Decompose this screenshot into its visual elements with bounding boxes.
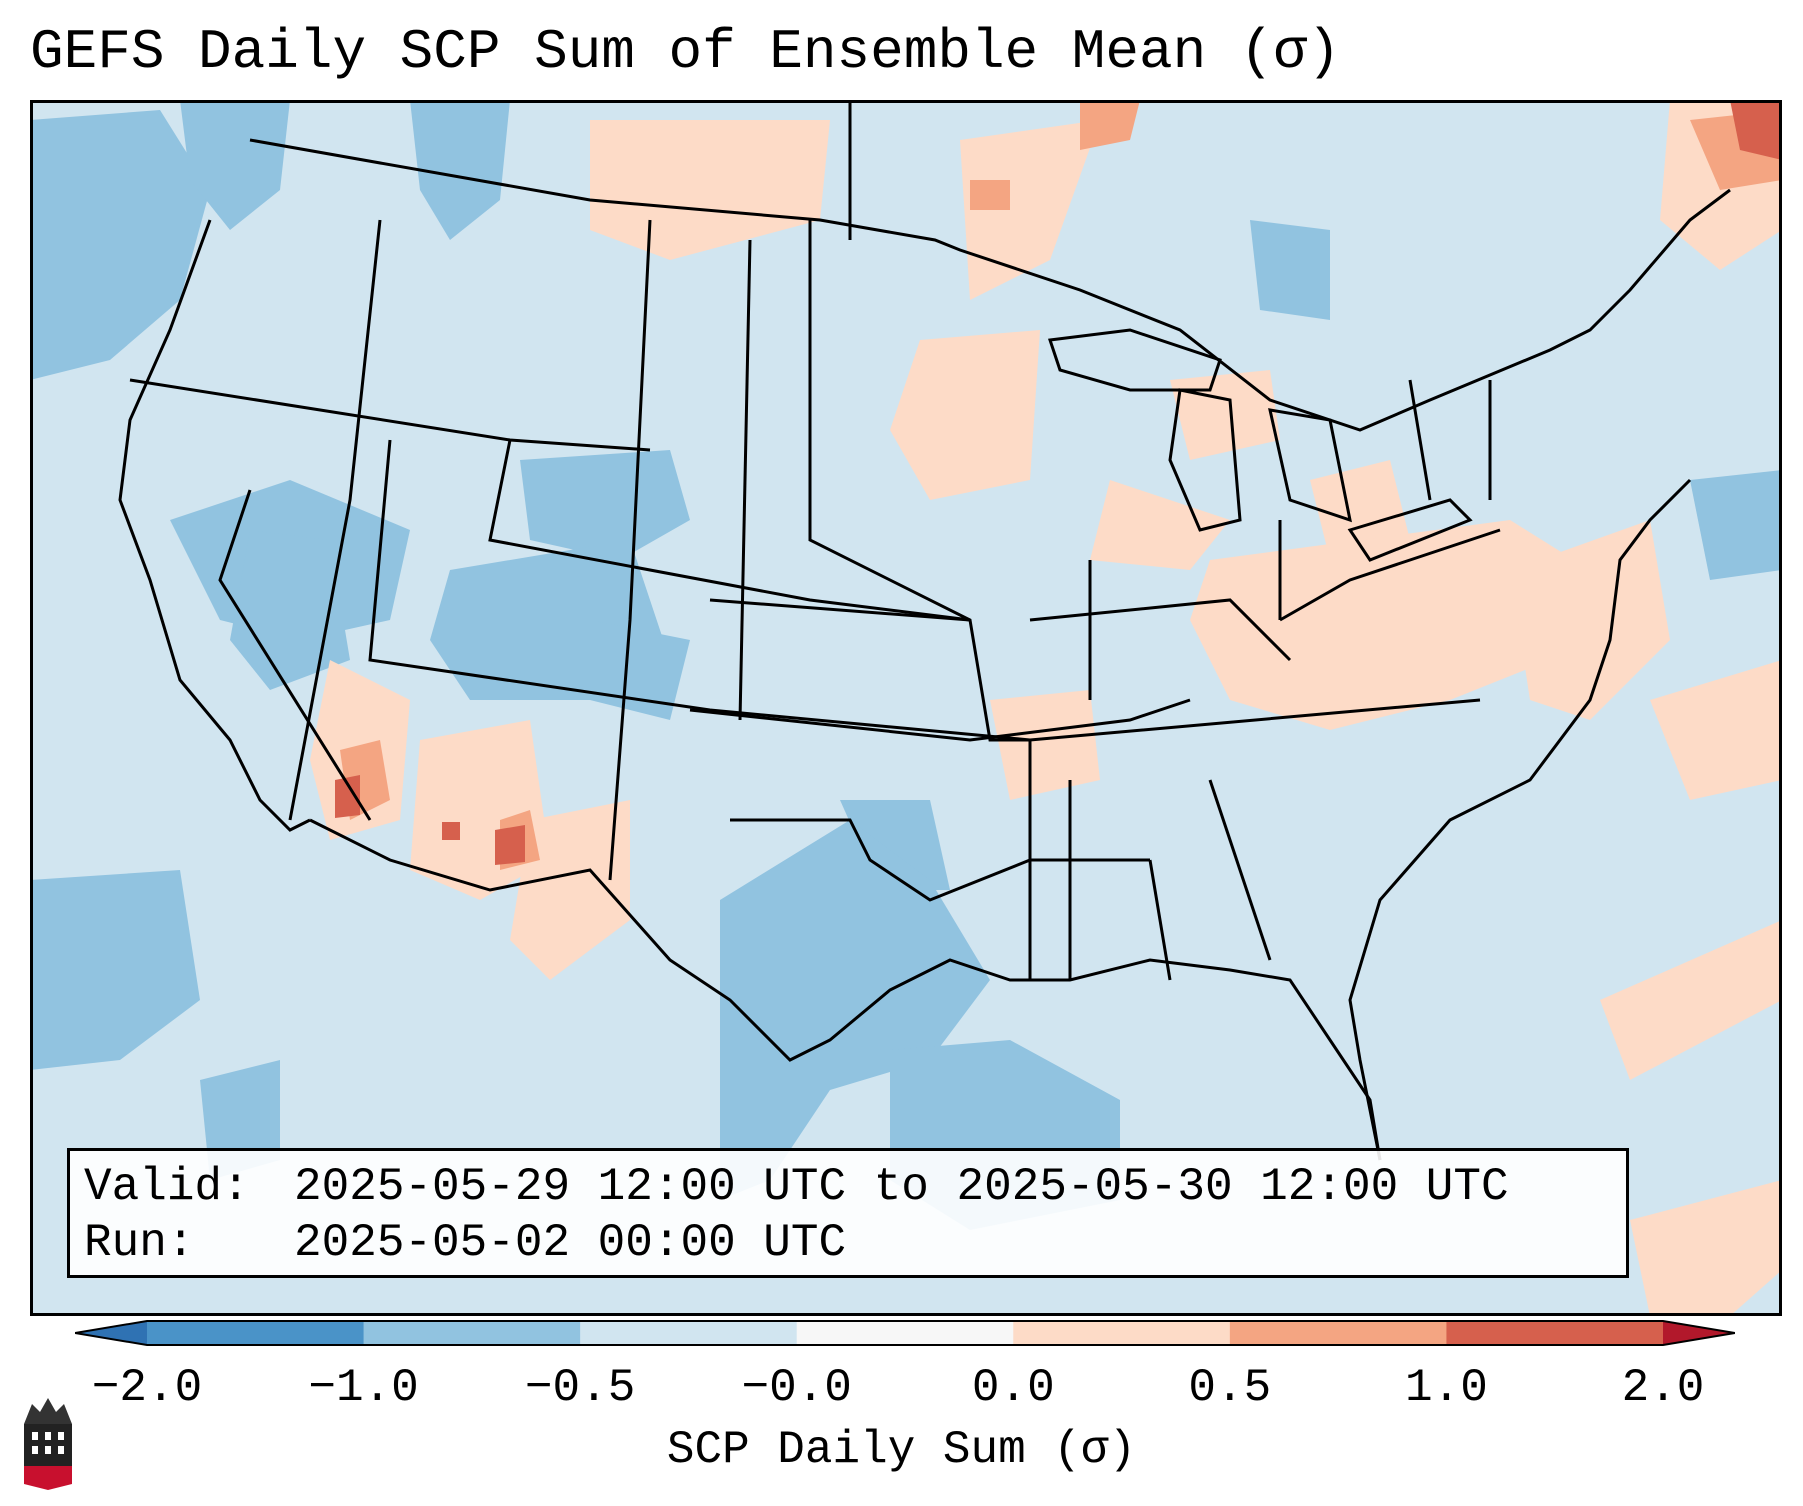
colorbar-tick-label: 0.0 [971,1362,1055,1414]
colorbar-label: SCP Daily Sum (σ) [666,1424,1137,1476]
state-borders [118,100,1731,1161]
run-value: 2025-05-02 00:00 UTC [294,1217,847,1269]
great-lakes [1047,328,1473,562]
colorbar-tick-label: −0.0 [741,1362,852,1414]
validity-info-box: Valid: 2025-05-29 12:00 UTC to 2025-05-30… [67,1148,1629,1278]
valid-label: Valid: [84,1161,250,1213]
colorbar-tick-label: 1.0 [1405,1362,1488,1414]
valid-value: 2025-05-29 12:00 UTC to 2025-05-30 12:00… [294,1161,1509,1213]
scp-map [30,100,1782,1316]
map-panel [30,100,1782,1316]
colorbar-bin [147,1321,365,1345]
colorbar-ticks: −2.0 −1.0 −0.5 −0.0 0.0 0.5 1.0 2.0 [0,1350,1803,1414]
colorbar-extend-high [1663,1321,1735,1345]
colorbar-bin [363,1321,581,1345]
negative-anomaly-areas [30,100,1782,1230]
colorbar [75,1320,1735,1346]
colorbar-bin [796,1321,1014,1345]
colorbar-bin [1013,1321,1231,1345]
run-label: Run: [84,1217,195,1269]
colorbar-tick-label: 2.0 [1621,1362,1705,1414]
colorbar-bin [580,1321,798,1345]
colorbar-bin [1446,1321,1664,1345]
very-strong-positive-areas [335,100,1782,865]
colorbar-bin [1229,1321,1447,1345]
colorbar-tick-label: −0.5 [524,1362,636,1414]
colorbar-tick-label: −2.0 [91,1362,203,1414]
map-frame [30,100,1782,1316]
colorbar-tick-label: −1.0 [308,1362,419,1414]
colorbar-extend-low [75,1321,147,1345]
colorbar-tick-label: 0.5 [1188,1362,1272,1414]
niu-logo [24,1398,72,1490]
map-title: GEFS Daily SCP Sum of Ensemble Mean (σ) [30,20,1341,84]
